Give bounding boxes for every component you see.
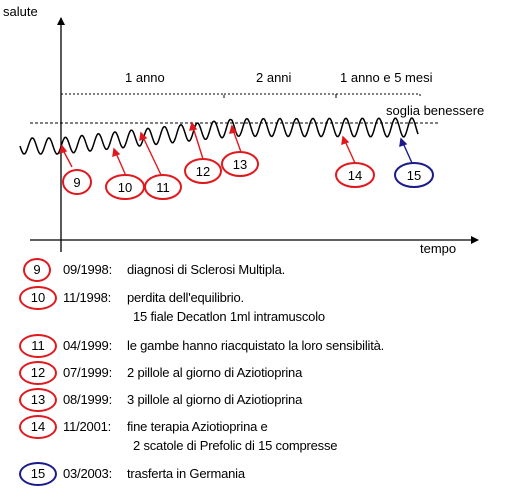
legend-row: 13 08/1999: 3 pillole al giorno di Aziot… bbox=[0, 388, 524, 414]
legend-row: 14 11/2001: fine terapia Aziotioprina e … bbox=[0, 415, 524, 453]
legend-marker: 9 bbox=[23, 258, 51, 282]
legend-row: 12 07/1999: 2 pillole al giorno di Aziot… bbox=[0, 361, 524, 387]
period-bracket bbox=[223, 93, 337, 98]
legend-text: fine terapia Aziotioprina e bbox=[127, 419, 268, 434]
marker-14: 14 bbox=[335, 162, 375, 188]
legend-marker: 11 bbox=[19, 334, 57, 358]
legend-date: 11/1998: bbox=[63, 290, 112, 305]
period-label: 1 anno e 5 mesi bbox=[340, 70, 433, 85]
marker-9: 9 bbox=[62, 169, 92, 195]
legend-marker: 10 bbox=[19, 286, 57, 310]
y-axis-label: salute bbox=[3, 4, 38, 19]
marker-arrows bbox=[58, 121, 356, 178]
svg-text:14: 14 bbox=[348, 168, 362, 183]
legend-date: 09/1998: bbox=[63, 262, 113, 277]
legend-text-line2: 2 scatole di Prefolic di 15 compresse bbox=[133, 438, 338, 453]
legend-marker: 15 bbox=[19, 462, 57, 486]
legend-date: 03/2003: bbox=[63, 466, 113, 481]
marker-15: 15 bbox=[394, 162, 434, 188]
marker-arrow-15 bbox=[399, 137, 413, 164]
health-timeline-diagram: salute tempo soglia benessere 1 anno 2 a… bbox=[3, 4, 484, 256]
legend-text: diagnosi di Sclerosi Multipla. bbox=[127, 262, 286, 277]
period-bracket bbox=[60, 93, 225, 98]
marker-13: 13 bbox=[221, 151, 259, 177]
svg-text:11: 11 bbox=[156, 180, 170, 195]
legend-row: 9 09/1998: diagnosi di Sclerosi Multipla… bbox=[0, 258, 524, 284]
svg-text:15: 15 bbox=[407, 168, 421, 183]
legend-date: 07/1999: bbox=[63, 365, 113, 380]
legend-text: 3 pillole al giorno di Aziotioprina bbox=[127, 392, 303, 407]
legend-row: 11 04/1999: le gambe hanno riacquistato … bbox=[0, 334, 524, 360]
svg-text:13: 13 bbox=[233, 157, 247, 172]
legend-marker: 13 bbox=[19, 388, 57, 412]
svg-text:12: 12 bbox=[196, 164, 210, 179]
period-label: 1 anno bbox=[125, 70, 165, 85]
threshold-label: soglia benessere bbox=[386, 103, 484, 118]
legend-marker: 12 bbox=[19, 361, 57, 385]
x-axis-label: tempo bbox=[420, 241, 456, 256]
health-wave bbox=[19, 117, 419, 155]
legend-text: 2 pillole al giorno di Aziotioprina bbox=[127, 365, 303, 380]
legend-row: 15 03/2003: trasferta in Germania bbox=[0, 462, 524, 488]
marker-12: 12 bbox=[184, 158, 222, 184]
legend-date: 11/2001: bbox=[63, 419, 112, 434]
period-bracket bbox=[335, 93, 421, 98]
legend-row: 10 11/1998: perdita dell'equilibrio. 15 … bbox=[0, 286, 524, 324]
legend-text: trasferta in Germania bbox=[127, 466, 245, 481]
legend-marker: 14 bbox=[19, 415, 57, 439]
legend-text: le gambe hanno riacquistato la loro sens… bbox=[127, 338, 385, 353]
legend-text-line2: 15 fiale Decatlon 1ml intramuscolo bbox=[133, 309, 325, 324]
marker-11: 11 bbox=[144, 174, 182, 200]
legend-date: 04/1999: bbox=[63, 338, 113, 353]
legend-text: perdita dell'equilibrio. bbox=[127, 290, 244, 305]
svg-text:10: 10 bbox=[118, 180, 132, 195]
marker-10: 10 bbox=[105, 174, 145, 200]
legend-date: 08/1999: bbox=[63, 392, 113, 407]
period-label: 2 anni bbox=[256, 70, 292, 85]
svg-text:9: 9 bbox=[73, 175, 80, 190]
